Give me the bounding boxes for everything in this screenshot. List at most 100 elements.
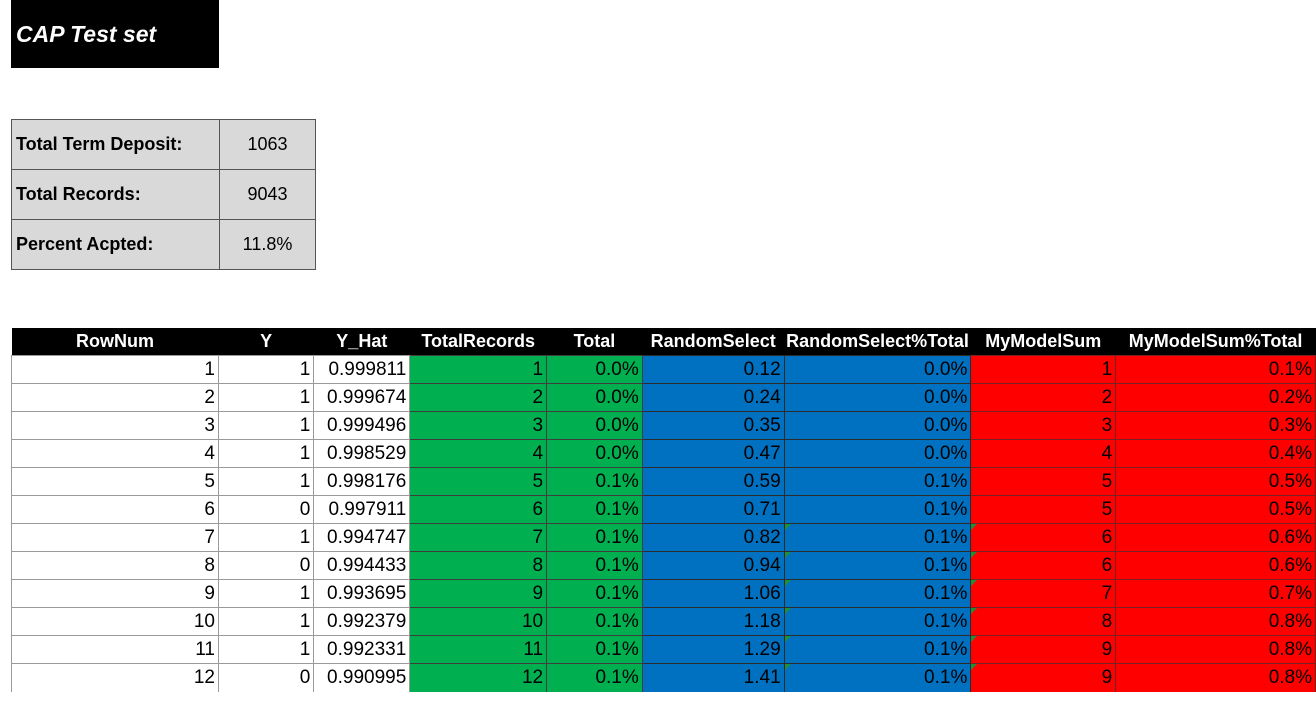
cell-total-records[interactable]: 2 bbox=[409, 383, 548, 412]
summary-label-percent-accepted[interactable]: Percent Acpted: bbox=[11, 219, 220, 270]
cell-random-select[interactable]: 0.94 bbox=[641, 551, 785, 580]
col-header-random-select-pct-total[interactable]: RandomSelect%Total bbox=[784, 328, 971, 356]
cell-random-select-pct-total[interactable]: 0.0% bbox=[783, 439, 972, 468]
summary-label-total-term-deposit[interactable]: Total Term Deposit: bbox=[11, 119, 220, 170]
cell-my-model-sum[interactable]: 8 bbox=[970, 607, 1117, 636]
cell-my-model-sum-pct-total[interactable]: 0.8% bbox=[1115, 635, 1316, 664]
cell-random-select-pct-total[interactable]: 0.1% bbox=[783, 579, 972, 608]
cell-y[interactable]: 1 bbox=[217, 411, 315, 440]
cell-y[interactable]: 1 bbox=[217, 439, 315, 468]
cell-my-model-sum-pct-total[interactable]: 0.1% bbox=[1115, 355, 1316, 384]
cell-y[interactable]: 1 bbox=[217, 607, 315, 636]
cell-my-model-sum-pct-total[interactable]: 0.6% bbox=[1115, 551, 1316, 580]
cell-my-model-sum[interactable]: 9 bbox=[970, 635, 1117, 664]
cell-total[interactable]: 0.0% bbox=[546, 411, 643, 440]
cell-y-hat[interactable]: 0.999811 bbox=[313, 355, 411, 384]
cell-random-select[interactable]: 0.35 bbox=[641, 411, 785, 440]
cell-random-select-pct-total[interactable]: 0.0% bbox=[783, 411, 972, 440]
summary-value-total-records[interactable]: 9043 bbox=[219, 169, 316, 220]
summary-value-total-term-deposit[interactable]: 1063 bbox=[219, 119, 316, 170]
cell-random-select[interactable]: 0.24 bbox=[641, 383, 785, 412]
cell-rownum[interactable]: 10 bbox=[11, 607, 219, 636]
cell-total-records[interactable]: 7 bbox=[409, 523, 548, 552]
title-cell[interactable]: CAP Test set bbox=[11, 0, 219, 68]
cell-random-select-pct-total[interactable]: 0.1% bbox=[783, 607, 972, 636]
cell-y-hat[interactable]: 0.999674 bbox=[313, 383, 411, 412]
cell-random-select-pct-total[interactable]: 0.1% bbox=[783, 635, 972, 664]
cell-my-model-sum[interactable]: 4 bbox=[970, 439, 1117, 468]
cell-total-records[interactable]: 6 bbox=[409, 495, 548, 524]
cell-total[interactable]: 0.1% bbox=[546, 523, 643, 552]
cell-rownum[interactable]: 7 bbox=[11, 523, 219, 552]
col-header-my-model-sum[interactable]: MyModelSum bbox=[970, 328, 1116, 356]
cell-my-model-sum[interactable]: 5 bbox=[970, 495, 1117, 524]
cell-my-model-sum-pct-total[interactable]: 0.5% bbox=[1115, 467, 1316, 496]
cell-total[interactable]: 0.1% bbox=[546, 579, 643, 608]
cell-my-model-sum-pct-total[interactable]: 0.3% bbox=[1115, 411, 1316, 440]
cell-random-select[interactable]: 1.18 bbox=[641, 607, 785, 636]
cell-random-select[interactable]: 0.71 bbox=[641, 495, 785, 524]
cell-my-model-sum-pct-total[interactable]: 0.8% bbox=[1115, 663, 1316, 692]
cell-my-model-sum-pct-total[interactable]: 0.4% bbox=[1115, 439, 1316, 468]
cell-random-select[interactable]: 1.41 bbox=[641, 663, 785, 692]
cell-random-select[interactable]: 0.47 bbox=[641, 439, 785, 468]
cell-total-records[interactable]: 11 bbox=[409, 635, 548, 664]
cell-total[interactable]: 0.1% bbox=[546, 495, 643, 524]
cell-y-hat[interactable]: 0.993695 bbox=[313, 579, 411, 608]
cell-total-records[interactable]: 10 bbox=[409, 607, 548, 636]
cell-total[interactable]: 0.1% bbox=[546, 607, 643, 636]
cell-my-model-sum-pct-total[interactable]: 0.7% bbox=[1115, 579, 1316, 608]
cell-y[interactable]: 1 bbox=[217, 355, 315, 384]
cell-rownum[interactable]: 12 bbox=[11, 663, 219, 692]
cell-my-model-sum-pct-total[interactable]: 0.2% bbox=[1115, 383, 1316, 412]
cell-my-model-sum-pct-total[interactable]: 0.8% bbox=[1115, 607, 1316, 636]
cell-random-select-pct-total[interactable]: 0.1% bbox=[783, 523, 972, 552]
cell-my-model-sum[interactable]: 6 bbox=[970, 523, 1117, 552]
cell-total[interactable]: 0.0% bbox=[546, 383, 643, 412]
cell-rownum[interactable]: 2 bbox=[11, 383, 219, 412]
cell-y[interactable]: 1 bbox=[217, 523, 315, 552]
cell-my-model-sum[interactable]: 3 bbox=[970, 411, 1117, 440]
cell-my-model-sum[interactable]: 5 bbox=[970, 467, 1117, 496]
cell-y-hat[interactable]: 0.990995 bbox=[313, 663, 411, 692]
cell-y-hat[interactable]: 0.998176 bbox=[313, 467, 411, 496]
cell-random-select[interactable]: 0.12 bbox=[641, 355, 785, 384]
cell-random-select[interactable]: 1.06 bbox=[641, 579, 785, 608]
cell-y[interactable]: 1 bbox=[217, 467, 315, 496]
col-header-total-records[interactable]: TotalRecords bbox=[409, 328, 547, 356]
cell-y-hat[interactable]: 0.997911 bbox=[313, 495, 411, 524]
cell-my-model-sum[interactable]: 1 bbox=[970, 355, 1117, 384]
cell-rownum[interactable]: 8 bbox=[11, 551, 219, 580]
summary-value-percent-accepted[interactable]: 11.8% bbox=[219, 219, 316, 270]
cell-random-select-pct-total[interactable]: 0.0% bbox=[783, 355, 972, 384]
cell-y-hat[interactable]: 0.992379 bbox=[313, 607, 411, 636]
cell-rownum[interactable]: 5 bbox=[11, 467, 219, 496]
cell-random-select[interactable]: 1.29 bbox=[641, 635, 785, 664]
cell-random-select-pct-total[interactable]: 0.1% bbox=[783, 663, 972, 692]
cell-my-model-sum[interactable]: 9 bbox=[970, 663, 1117, 692]
cell-total-records[interactable]: 5 bbox=[409, 467, 548, 496]
cell-my-model-sum[interactable]: 2 bbox=[970, 383, 1117, 412]
cell-random-select-pct-total[interactable]: 0.1% bbox=[783, 467, 972, 496]
cell-total[interactable]: 0.1% bbox=[546, 467, 643, 496]
cell-my-model-sum[interactable]: 7 bbox=[970, 579, 1117, 608]
cell-random-select[interactable]: 0.82 bbox=[641, 523, 785, 552]
cell-total-records[interactable]: 8 bbox=[409, 551, 548, 580]
cell-y[interactable]: 1 bbox=[217, 383, 315, 412]
cell-total-records[interactable]: 3 bbox=[409, 411, 548, 440]
cell-y[interactable]: 0 bbox=[217, 495, 315, 524]
cell-y-hat[interactable]: 0.994747 bbox=[313, 523, 411, 552]
cell-y[interactable]: 0 bbox=[217, 663, 315, 692]
col-header-random-select[interactable]: RandomSelect bbox=[642, 328, 785, 356]
cell-rownum[interactable]: 6 bbox=[11, 495, 219, 524]
cell-total-records[interactable]: 4 bbox=[409, 439, 548, 468]
cell-rownum[interactable]: 11 bbox=[11, 635, 219, 664]
cell-total[interactable]: 0.1% bbox=[546, 663, 643, 692]
cell-total[interactable]: 0.1% bbox=[546, 551, 643, 580]
cell-total-records[interactable]: 12 bbox=[409, 663, 548, 692]
cell-my-model-sum-pct-total[interactable]: 0.5% bbox=[1115, 495, 1316, 524]
cell-total[interactable]: 0.1% bbox=[546, 635, 643, 664]
col-header-y-hat[interactable]: Y_Hat bbox=[313, 328, 410, 356]
cell-total-records[interactable]: 1 bbox=[409, 355, 548, 384]
summary-label-total-records[interactable]: Total Records: bbox=[11, 169, 220, 220]
